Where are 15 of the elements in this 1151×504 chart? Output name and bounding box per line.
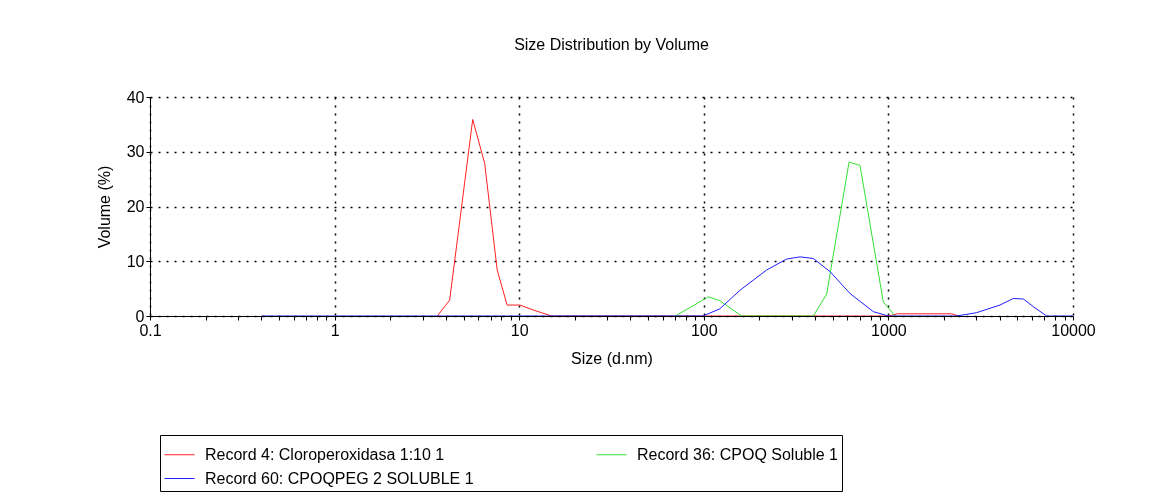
legend-label: Record 4: Cloroperoxidasa 1:10 1 [205, 445, 445, 463]
x-tick-label: 10000 [1051, 321, 1096, 339]
chart-title: Size Distribution by Volume [514, 36, 709, 53]
y-tick-label: 10 [126, 252, 145, 270]
y-tick-label: 20 [126, 198, 145, 215]
x-tick-label: 1 [330, 321, 340, 339]
legend-label: Record 60: CPOQPEG 2 SOLUBLE 1 [205, 469, 474, 487]
x-tick-label: 10 [510, 321, 529, 339]
y-tick-label: 30 [126, 143, 145, 161]
y-axis-title: Volume (%) [95, 165, 113, 249]
legend-label: Record 36: CPOQ Soluble 1 [637, 445, 839, 463]
x-axis-title: Size (d.nm) [571, 349, 653, 367]
x-tick-label: 1000 [871, 321, 907, 339]
y-tick-label: 40 [126, 88, 145, 106]
x-tick-label: 100 [690, 321, 718, 339]
